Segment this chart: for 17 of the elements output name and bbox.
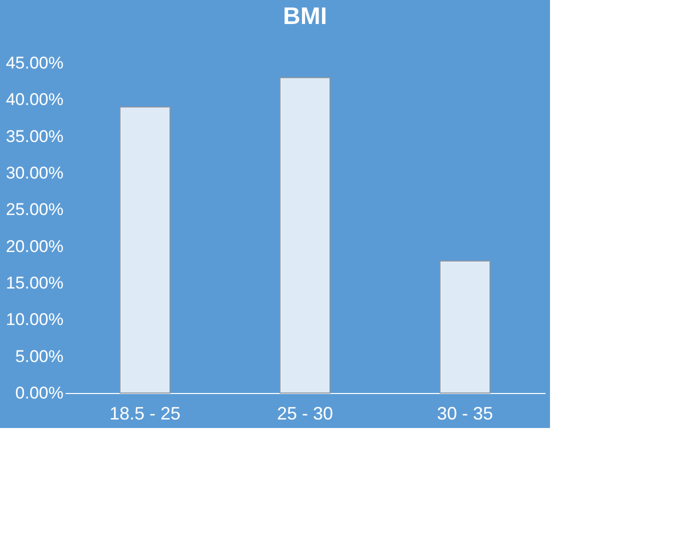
- y-tick-label: 30.00%: [6, 164, 64, 182]
- x-tick-label: 30 - 35: [436, 404, 494, 424]
- y-tick-label: 0.00%: [15, 384, 64, 402]
- chart-title: BMI: [283, 3, 327, 30]
- y-tick-label: 35.00%: [6, 126, 64, 146]
- y-tick-label: 40.00%: [6, 90, 64, 110]
- y-tick-label: 15.00%: [6, 274, 64, 292]
- y-tick-label: 25.00%: [6, 200, 64, 220]
- y-tick-label: 20.00%: [6, 236, 64, 256]
- x-tick-label: 25 - 30: [276, 404, 334, 424]
- bar: [120, 106, 170, 394]
- bar: [440, 260, 490, 394]
- y-tick-label: 5.00%: [15, 346, 64, 366]
- bar: [280, 77, 330, 394]
- y-tick-label: 45.00%: [6, 54, 64, 72]
- y-tick-label: 10.00%: [6, 310, 64, 330]
- x-tick-label: 18.5 - 25: [109, 404, 181, 424]
